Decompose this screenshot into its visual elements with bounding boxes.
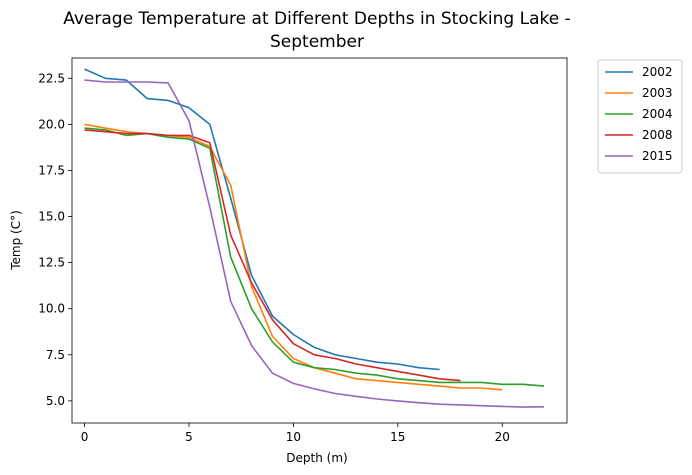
series-line-2002	[84, 68, 440, 371]
series-line-2008	[84, 129, 461, 382]
series-line-2003	[84, 123, 503, 391]
y-axis-label: Temp (C°)	[9, 210, 23, 271]
y-axis-ticks: 5.0 7.5 10.0 12.5 15.0 17.5 20.0 22.5	[38, 71, 72, 408]
legend-label-2008: 2008	[642, 128, 673, 142]
x-axis-ticks: 0 5 10 15 20	[81, 423, 510, 444]
x-axis-label: Depth (m)	[286, 451, 347, 465]
legend: 2002 2003 2004 2008 2015	[597, 59, 683, 174]
chart-title-line-1: Average Temperature at Different Depths …	[63, 9, 571, 29]
legend-box	[597, 59, 683, 174]
x-tick-label: 0	[81, 430, 89, 444]
x-tick-label: 20	[495, 430, 510, 444]
series-layer	[84, 68, 545, 408]
y-tick-label: 15.0	[38, 210, 65, 224]
y-tick-label: 12.5	[38, 256, 65, 270]
x-tick-label: 15	[390, 430, 405, 444]
chart-title-line-2: September	[270, 32, 364, 52]
y-tick-label: 20.0	[38, 117, 65, 131]
y-tick-label: 22.5	[38, 71, 65, 85]
x-tick-label: 5	[185, 430, 193, 444]
y-tick-label: 10.0	[38, 302, 65, 316]
y-tick-label: 7.5	[46, 348, 65, 362]
series-line-2015	[84, 79, 545, 408]
legend-label-2002: 2002	[642, 65, 673, 79]
legend-label-2015: 2015	[642, 149, 673, 163]
x-tick-label: 10	[286, 430, 301, 444]
y-tick-label: 17.5	[38, 163, 65, 177]
y-tick-label: 5.0	[46, 394, 65, 408]
series-line-2004	[84, 127, 545, 387]
legend-label-2004: 2004	[642, 107, 673, 121]
plot-area-frame	[71, 57, 568, 424]
legend-label-2003: 2003	[642, 86, 673, 100]
